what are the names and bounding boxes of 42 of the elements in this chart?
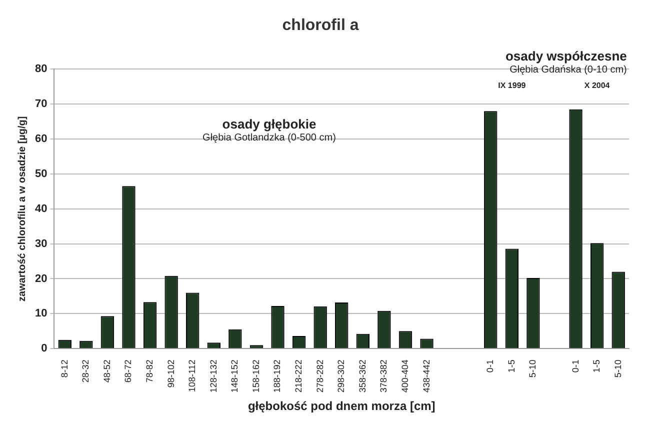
x-tick-label: 358-362 [357,360,368,393]
x-tick-label: 68-72 [123,360,134,383]
annotation: Głębia Gdańska (0-10 cm) [510,64,627,76]
x-tick-label: 48-52 [102,360,112,383]
x-tick-label: 400-404 [400,360,410,393]
x-tick-label: 188-192 [272,360,282,393]
text: osady współczesne [505,48,627,64]
y-tick-label: 20 [34,272,48,285]
x-tick-label: 5-10 [528,360,538,378]
x-tick-label: 0-1 [485,360,496,373]
x-tick-label: 1-5 [592,360,602,373]
x-tick-label: 0-1 [570,360,580,373]
x-tick-label: 298-302 [336,360,346,393]
y-axis-title: zawartość chlorofilu a w osadzie [µg/g] [16,116,28,302]
y-tick-label: 40 [34,202,48,215]
y-tick-label: 0 [41,342,48,355]
y-tick-label: 70 [34,98,48,110]
y-tick-label: 30 [34,238,48,250]
x-tick-label: 438-442 [421,360,432,393]
x-tick-label: 218-222 [294,360,304,393]
y-tick-label: 50 [34,168,48,180]
x-tick-label: 28-32 [80,360,91,383]
x-tick-label: 5-10 [612,360,623,378]
x-tick-label: 128-132 [208,360,218,393]
y-tick-label: 80 [34,63,48,76]
x-tick-label: 78-82 [144,360,155,383]
x-tick-label: 8-12 [59,360,70,378]
annotation: osady głębokie [222,116,316,132]
y-tick-label: 10 [34,308,48,320]
x-tick-label: 148-152 [230,360,240,393]
chart-title: chlorofil a [282,17,359,34]
x-tick-label: 98-102 [166,360,176,388]
x-tick-label: 158-162 [250,360,261,393]
x-tick-label: 378-382 [378,360,389,393]
x-tick-label: 1-5 [506,360,516,373]
x-tick-label: 278-282 [314,360,325,393]
x-axis-title: głębokość pod dnem morza [cm] [248,399,436,414]
annotation: IX 1999 [498,80,526,90]
annotation: X 2004 [584,80,610,90]
y-tick-label: 60 [34,133,48,146]
x-tick-label: 108-112 [187,360,198,392]
annotation: Głębia Gotlandzka (0-500 cm) [202,132,336,144]
